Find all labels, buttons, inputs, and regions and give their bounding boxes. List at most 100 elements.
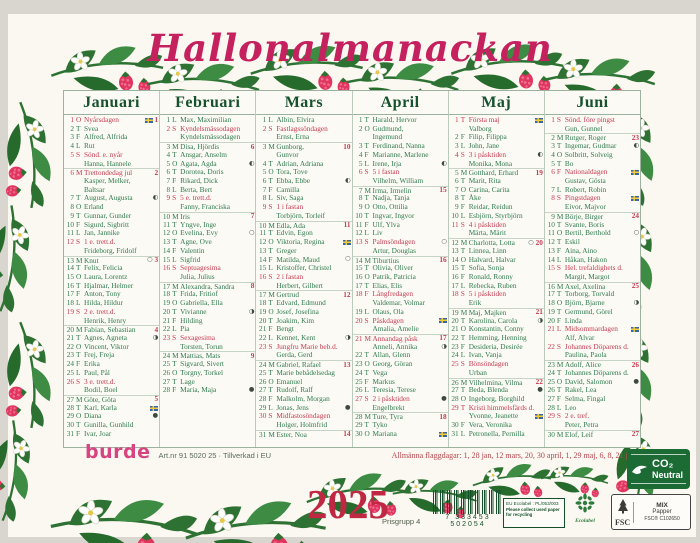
day-row: 5 O Agata, Agda ◐	[160, 158, 255, 169]
day-number: 14	[259, 254, 267, 264]
day-text: Sönd. före pingst	[564, 115, 615, 124]
moon-phase-icon: ◑	[633, 299, 640, 307]
day-text: Ferdinand, Nanna	[372, 141, 425, 151]
day-number: 8	[455, 193, 459, 203]
swedish-flag-icon	[144, 117, 153, 123]
day-row-continuation: Ernst, Erna	[256, 133, 351, 142]
weekday-letter: T	[268, 176, 273, 186]
day-text: Linda	[564, 315, 582, 325]
day-row-continuation: Bodil, Boel	[64, 386, 159, 395]
weekday-letter: T	[460, 176, 466, 186]
day-number: 28	[451, 394, 459, 403]
day-text: Ivar, Joar	[84, 428, 112, 438]
weekday-letter: L	[172, 254, 177, 264]
weekday-letter: T	[364, 115, 369, 124]
weekday-letter: T	[460, 193, 466, 203]
weekday-letter: O	[556, 228, 563, 238]
day-text: Märta, Märit	[468, 228, 506, 238]
day-number: 9	[551, 211, 555, 221]
day-row-icons: ◑	[634, 299, 640, 308]
day-number: 20	[66, 325, 74, 335]
weekday-letter: T	[460, 115, 466, 124]
day-row: 2 O Gudmund,	[353, 124, 448, 134]
day-text: Sönd. e. nyår	[84, 149, 123, 159]
day-row: 6 T Dorotea, Doris	[160, 168, 255, 177]
day-number: 24	[355, 367, 363, 377]
week-number: 10	[343, 141, 351, 151]
day-row-continuation: Yvonne, Jeanette	[449, 412, 544, 421]
day-row: 20 T Karolina, Carola ◑	[449, 315, 544, 326]
day-row: 28 F Malkolm, Morgan	[256, 394, 351, 404]
weekday-letter: F	[76, 428, 81, 438]
day-text: Sexagesima	[180, 332, 216, 342]
day-row: 26 S 3 e. trett.d.	[64, 377, 159, 387]
week-number: 19	[535, 167, 543, 177]
day-number: 29	[66, 411, 74, 421]
day-number: 10	[547, 219, 555, 229]
day-number: 20	[451, 315, 459, 325]
day-number	[450, 229, 459, 238]
weekday-letter: M	[556, 360, 564, 370]
day-number: 17	[66, 289, 74, 299]
weekday-letter	[365, 325, 373, 334]
weekday-letter: S	[556, 341, 561, 351]
barcode-bars	[433, 490, 503, 514]
day-row: 22 O Vincent, Viktor	[64, 341, 159, 352]
weekday-letter: O	[268, 306, 274, 316]
day-text: Kennet, Kent	[276, 332, 316, 342]
day-row: 5 M Gotthard, Erhard 19	[448, 167, 544, 177]
day-text: Eskil	[564, 237, 580, 247]
day-text: Agata, Agda	[180, 158, 217, 168]
day-text: Edla, Ada	[276, 220, 306, 230]
day-text: Beda, Blenda	[468, 385, 508, 395]
day-row: 16 S Septuagesima	[160, 263, 255, 273]
day-row-continuation: Ingemund	[353, 133, 448, 142]
day-text: Patrik, Patricia	[372, 271, 416, 281]
weekday-letter: F	[460, 420, 465, 430]
moon-phase-icon: ◐	[537, 150, 543, 158]
day-row: 27 T Lage	[160, 377, 255, 387]
weekday-letter: L	[76, 141, 81, 151]
day-number: 13	[162, 237, 171, 247]
day-number: 2	[455, 132, 459, 142]
day-text: Allan, Glenn	[372, 350, 411, 360]
day-row-icons: 5	[155, 395, 159, 404]
day-row-icons	[631, 194, 640, 203]
day-row-icons	[534, 412, 543, 421]
day-row: 6 T Ebba, Ebbe ◐	[256, 176, 351, 186]
day-row: 26 O Torgny, Torkel	[160, 368, 255, 378]
weekday-letter: L	[76, 298, 81, 308]
weekday-letter: L	[460, 428, 466, 438]
day-row: 21 T Agnes, Agneta ◑	[64, 333, 159, 343]
day-number: 30	[355, 428, 363, 438]
weekday-letter: O	[460, 184, 466, 194]
weekday-letter: F	[556, 394, 561, 403]
day-number: 22	[66, 341, 74, 351]
co2-badge-topline	[631, 454, 686, 455]
day-row: 5 L Irene, Irja ◐	[353, 159, 448, 169]
day-number: 18	[259, 298, 267, 308]
week-number: 20	[535, 237, 543, 247]
day-row: 1 O Nyårsdagen 1	[64, 115, 159, 125]
day-text: Erland	[84, 202, 104, 212]
day-row: 22 T Hemming, Henning	[449, 333, 544, 343]
day-text: Germund, Görel	[564, 306, 613, 316]
week-number: 1	[154, 115, 159, 124]
day-number: 17	[259, 290, 267, 300]
day-number: 25	[162, 359, 171, 369]
weekday-letter: F	[76, 219, 81, 229]
weekday-letter: M	[460, 377, 468, 387]
day-row: 15 T Olivia, Oliver	[353, 263, 448, 273]
moon-phase-icon: ◑	[537, 316, 543, 324]
day-number: 18	[451, 289, 459, 299]
weekday-letter	[461, 160, 469, 169]
day-text: Gerda, Gerd	[276, 350, 313, 360]
weekday-letter: L	[364, 385, 369, 395]
co2-neutral-badge: CO₂ Neutral	[627, 449, 690, 489]
weekday-letter	[461, 229, 469, 238]
day-text: Reidar, Reidun	[468, 202, 513, 212]
weekday-letter: L	[268, 115, 273, 124]
day-number: 13	[66, 255, 74, 265]
day-row: 26 O Emanuel	[256, 377, 351, 387]
day-number	[257, 282, 266, 291]
